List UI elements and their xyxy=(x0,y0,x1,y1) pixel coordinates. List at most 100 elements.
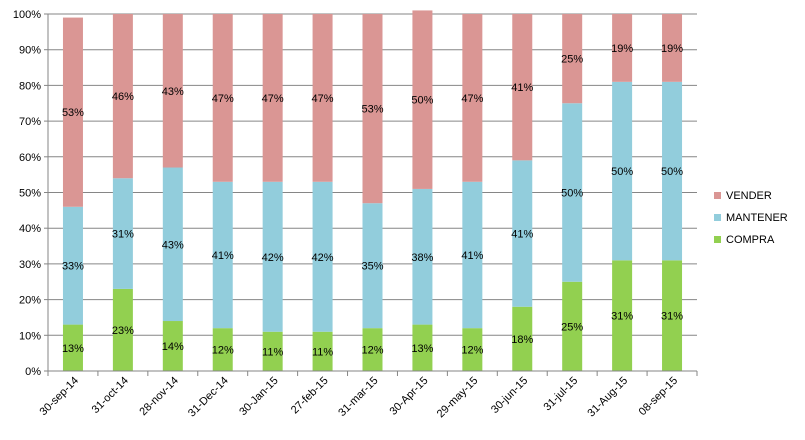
bar-vender-2 xyxy=(112,14,133,179)
data-label-compra: 13% xyxy=(62,343,84,355)
bar-vender-4 xyxy=(212,14,233,182)
bar-vender-5 xyxy=(262,14,283,182)
y-tick-label: 30% xyxy=(19,259,41,271)
legend-swatch-compra xyxy=(714,236,721,243)
data-label-vender: 47% xyxy=(312,93,334,105)
data-label-mantener: 50% xyxy=(561,188,583,200)
data-label-compra: 25% xyxy=(561,321,583,333)
axes xyxy=(44,13,698,376)
data-label-mantener: 38% xyxy=(411,252,433,264)
data-label-mantener: 50% xyxy=(611,166,633,178)
bar-mantener-4 xyxy=(212,181,233,329)
bar-mantener-7 xyxy=(362,203,383,329)
bar-vender-9 xyxy=(462,14,483,182)
y-tick-label: 70% xyxy=(19,116,41,128)
bar-mantener-13 xyxy=(662,81,683,261)
bar-mantener-3 xyxy=(162,167,183,322)
bar-compra-9 xyxy=(462,328,483,371)
x-axis-tick-labels: 30-sep-14 31-oct-14 28-nov-14 31-Dec-14 30-J… xyxy=(38,375,681,421)
bar-compra-1 xyxy=(62,324,83,371)
data-label-mantener: 43% xyxy=(162,239,184,251)
bar-compra-5 xyxy=(262,331,283,371)
data-label-mantener: 42% xyxy=(262,252,284,264)
x-tick-label: 08-sep-15 xyxy=(637,375,681,419)
y-tick-label: 20% xyxy=(19,295,41,307)
bar-compra-8 xyxy=(412,324,433,371)
x-tick-label: 29-may-15 xyxy=(435,375,481,421)
data-label-mantener: 50% xyxy=(661,166,683,178)
legend-swatch-mantener xyxy=(714,214,721,221)
data-label-mantener: 33% xyxy=(62,261,84,273)
bar-vender-6 xyxy=(312,14,333,182)
y-axis-tick-labels: 0% 10% 20% 30% 40% 50% 60% 70% 80% 90% 100% xyxy=(13,9,41,378)
bar-mantener-10 xyxy=(512,160,533,307)
x-tick-label: 30-Jan-15 xyxy=(237,375,281,419)
data-label-mantener: 41% xyxy=(461,250,483,262)
y-tick-label: 10% xyxy=(19,330,41,342)
y-tick-label: 60% xyxy=(19,152,41,164)
bar-mantener-5 xyxy=(262,181,283,332)
data-label-vender: 19% xyxy=(611,43,633,55)
data-label-vender: 19% xyxy=(661,43,683,55)
bar-mantener-1 xyxy=(62,206,83,325)
bar-compra-11 xyxy=(562,281,583,371)
data-label-vender: 41% xyxy=(511,82,533,94)
bar-mantener-11 xyxy=(562,103,583,282)
data-label-compra: 31% xyxy=(661,311,683,323)
data-label-compra: 31% xyxy=(611,311,633,323)
bar-vender-8 xyxy=(412,10,433,189)
bar-compra-6 xyxy=(312,331,333,371)
data-label-compra: 18% xyxy=(511,334,533,346)
bar-compra-2 xyxy=(112,288,133,371)
data-label-compra: 12% xyxy=(461,345,483,357)
bar-compra-12 xyxy=(612,260,633,371)
legend-swatch-vender xyxy=(714,192,721,199)
data-label-vender: 46% xyxy=(112,91,134,103)
bar-mantener-12 xyxy=(612,81,633,261)
data-label-vender: 47% xyxy=(262,93,284,105)
x-tick-label: 28-nov-14 xyxy=(137,375,181,419)
x-tick-label: 31-oct-14 xyxy=(90,375,131,416)
bar-compra-13 xyxy=(662,260,683,371)
data-label-compra: 12% xyxy=(212,345,234,357)
data-label-mantener: 42% xyxy=(312,252,334,264)
data-label-compra: 13% xyxy=(411,343,433,355)
bar-vender-12 xyxy=(612,14,633,82)
bar-vender-10 xyxy=(512,14,533,161)
x-tick-label: 31-Aug-15 xyxy=(585,375,630,420)
bar-compra-4 xyxy=(212,328,233,371)
x-tick-label: 27-feb-15 xyxy=(289,375,331,417)
data-label-vender: 25% xyxy=(561,54,583,66)
legend-label-compra: COMPRA xyxy=(726,234,775,246)
bar-mantener-6 xyxy=(312,181,333,332)
bar-vender-3 xyxy=(162,14,183,168)
data-label-mantener: 41% xyxy=(511,229,533,241)
data-label-compra: 14% xyxy=(162,341,184,353)
x-tick-label: 31-jul-15 xyxy=(542,375,581,414)
x-tick-label: 30-sep-14 xyxy=(38,375,82,419)
x-tick-label: 30-jun-15 xyxy=(489,375,530,416)
bar-mantener-2 xyxy=(112,178,133,289)
data-label-compra: 23% xyxy=(112,325,134,337)
data-label-mantener: 41% xyxy=(212,250,234,262)
bar-mantener-9 xyxy=(462,181,483,329)
bar-vender-1 xyxy=(62,17,83,207)
data-label-vender: 47% xyxy=(212,93,234,105)
bar-vender-11 xyxy=(562,14,583,104)
data-label-compra: 11% xyxy=(262,346,283,358)
data-label-mantener: 35% xyxy=(361,261,383,273)
bar-vender-13 xyxy=(662,14,683,82)
x-tick-label: 30-Apr-15 xyxy=(387,375,430,418)
bars xyxy=(62,10,683,371)
bar-mantener-8 xyxy=(412,188,433,325)
data-label-vender: 50% xyxy=(411,95,433,107)
data-label-compra: 12% xyxy=(361,345,383,357)
data-label-vender: 47% xyxy=(461,93,483,105)
data-label-compra: 11% xyxy=(312,346,333,358)
x-tick-label: 31-Dec-14 xyxy=(186,375,231,420)
data-label-vender: 43% xyxy=(162,86,184,98)
data-label-vender: 53% xyxy=(62,107,84,119)
legend-label-vender: VENDER xyxy=(726,190,772,202)
y-tick-label: 100% xyxy=(13,9,41,21)
